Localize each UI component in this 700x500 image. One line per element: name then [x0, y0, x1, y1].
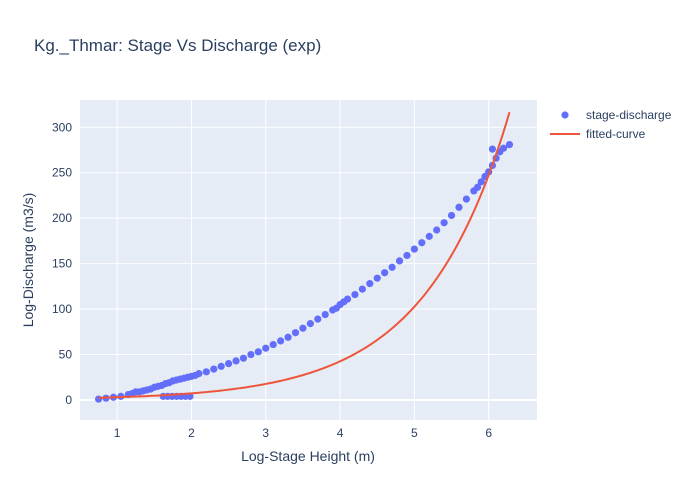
scatter-point [395, 257, 404, 265]
scatter-point [358, 285, 366, 293]
scatter-point [217, 362, 225, 370]
scatter-point [247, 350, 255, 359]
x-tick-label: 2 [188, 426, 195, 440]
scatter-point [195, 370, 203, 378]
y-tick-label: 250 [52, 166, 72, 180]
legend-marker-scatter [561, 111, 569, 119]
y-axis-title: Log-Discharge (m3/s) [20, 193, 36, 328]
scatter-point [299, 324, 307, 332]
y-tick-label: 150 [52, 257, 72, 271]
y-tick-label: 300 [52, 120, 72, 134]
x-tick-label: 5 [411, 426, 418, 440]
scatter-point [284, 333, 292, 341]
legend-item-stage-discharge[interactable]: stage-discharge [561, 108, 672, 122]
scatter-point [488, 145, 497, 153]
x-tick-label: 1 [114, 426, 121, 440]
scatter-point [239, 354, 248, 362]
x-axis-ticks: 1 2 3 4 5 6 [114, 426, 493, 440]
scatter-point [366, 280, 374, 288]
scatter-point [473, 183, 482, 191]
plot-clip-group [94, 111, 514, 403]
y-tick-label: 50 [59, 348, 73, 362]
legend[interactable]: stage-discharge fitted-curve [550, 108, 672, 141]
chart-title: Kg._Thmar: Stage Vs Discharge (exp) [34, 36, 321, 55]
scatter-point [462, 195, 471, 203]
y-tick-label: 200 [52, 211, 72, 225]
scatter-point [418, 239, 426, 247]
scatter-point [499, 144, 508, 152]
scatter-point [410, 245, 418, 253]
scatter-point [388, 263, 396, 271]
scatter-point [262, 344, 270, 352]
y-axis-ticks: 0 50 100 150 200 250 300 [52, 120, 72, 407]
x-tick-label: 3 [262, 426, 269, 440]
scatter-point [210, 365, 218, 373]
fitted-curve-line [98, 111, 511, 399]
legend-item-fitted-curve[interactable]: fitted-curve [550, 127, 646, 141]
scatter-point [254, 348, 262, 356]
legend-label: fitted-curve [586, 127, 646, 141]
scatter-point [225, 360, 233, 368]
grid-lines [80, 100, 537, 420]
scatter-point [440, 219, 448, 227]
legend-label: stage-discharge [586, 108, 672, 122]
y-tick-label: 0 [65, 393, 72, 407]
scatter-point [373, 274, 381, 282]
scatter-point [455, 203, 463, 211]
scatter-point [94, 395, 103, 403]
scatter-point [202, 368, 210, 376]
scatter-point [505, 140, 514, 149]
scatter-point [269, 340, 277, 349]
scatter-point [403, 251, 411, 260]
scatter-point [477, 178, 485, 186]
y-tick-label: 100 [52, 302, 72, 316]
scatter-point [232, 357, 240, 365]
scatter-point [343, 295, 352, 303]
scatter-point [321, 310, 329, 319]
scatter-point [433, 226, 441, 234]
x-axis-title: Log-Stage Height (m) [241, 448, 375, 464]
scatter-point [291, 329, 300, 337]
scatter-point [277, 337, 285, 345]
scatter-point [447, 211, 456, 220]
data-marks [94, 111, 514, 403]
x-tick-label: 6 [485, 426, 492, 440]
x-tick-label: 4 [337, 426, 344, 440]
plot-area [80, 100, 537, 420]
scatter-point [381, 269, 389, 277]
scatter-point [306, 320, 314, 328]
scatter-point [351, 290, 359, 299]
scatter-point [425, 232, 433, 240]
scatter-point [314, 315, 322, 323]
